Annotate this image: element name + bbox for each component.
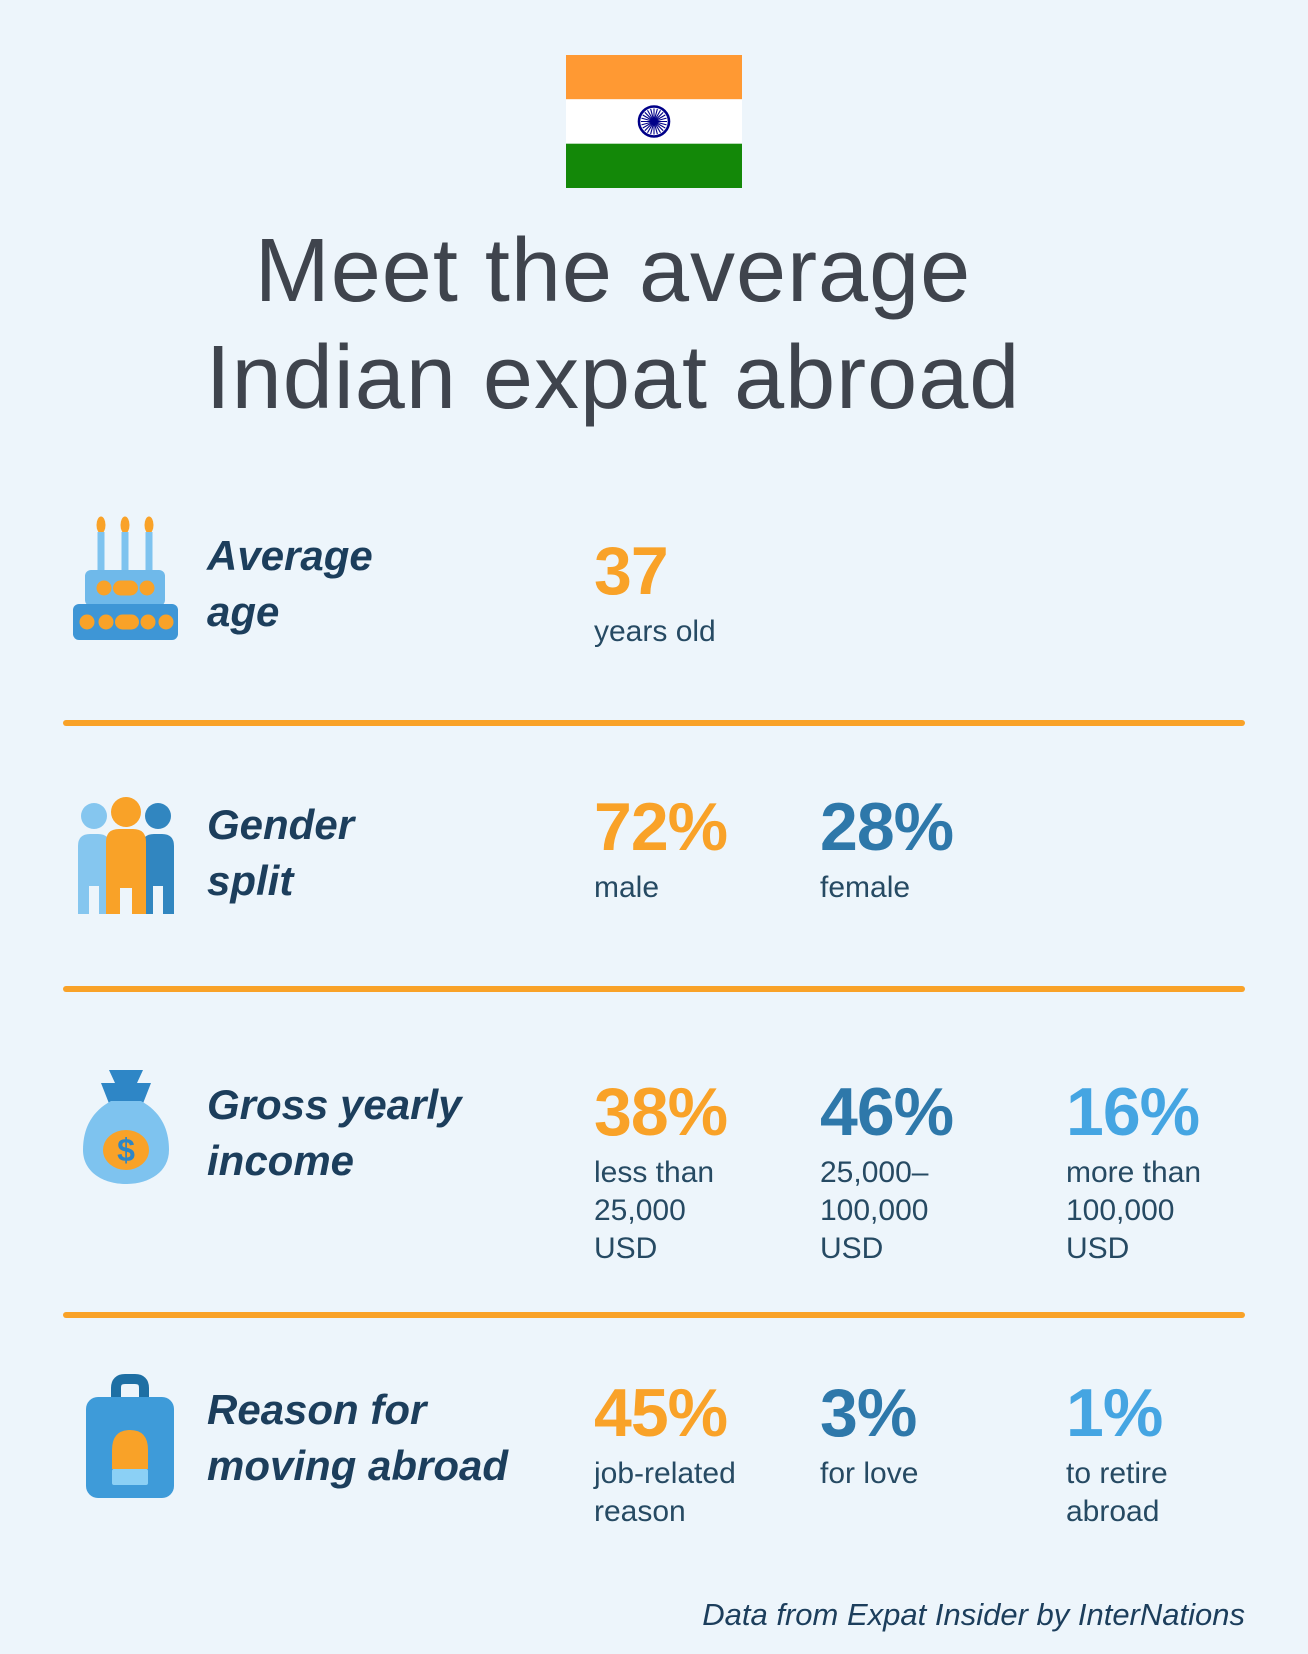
money-bag-icon: $ <box>76 1070 176 1193</box>
stat-caption-female: female <box>820 871 911 904</box>
stat-value-income-high: 16% <box>1066 1074 1200 1150</box>
page-title-line2: Indian expat abroad <box>205 328 1021 428</box>
data-source-credit: Data from Expat Insider by InterNations <box>702 1597 1245 1632</box>
section-label-gender-split: Gender split <box>207 801 355 904</box>
stat-income-mid: 46% 25,000– 100,000 USD <box>820 1078 1036 1268</box>
gender-people-icon <box>70 796 182 919</box>
section-label-gross-yearly-income: Gross yearly income <box>207 1081 462 1184</box>
stat-caption-income-high: more than 100,000 USD <box>1066 1156 1202 1265</box>
stat-caption-reason-job: job-related reason <box>594 1457 736 1528</box>
stat-caption-income-mid: 25,000– 100,000 USD <box>820 1156 929 1265</box>
svg-text:$: $ <box>117 1132 135 1168</box>
stat-reason-love: 3% for love <box>820 1379 1036 1493</box>
page-title-line1: Meet the average <box>254 221 972 321</box>
stat-value-male: 72% <box>594 789 728 865</box>
stat-reason-retire: 1% to retire abroad <box>1066 1379 1282 1531</box>
divider-line-1 <box>63 720 1245 726</box>
stat-male: 72% male <box>594 793 810 907</box>
stat-value-reason-retire: 1% <box>1066 1375 1163 1451</box>
stat-female: 28% female <box>820 793 1036 907</box>
stat-value-income-low: 38% <box>594 1074 728 1150</box>
divider-line-3 <box>63 1312 1245 1318</box>
stat-average-age: 37 years old <box>594 537 810 651</box>
stat-value-reason-love: 3% <box>820 1375 917 1451</box>
ashoka-chakra-icon <box>637 105 671 138</box>
stat-caption-income-low: less than 25,000 USD <box>594 1156 715 1265</box>
india-flag-icon <box>566 55 742 188</box>
section-label-average-age: Average age <box>207 532 373 635</box>
birthday-cake-icon <box>68 516 183 645</box>
stat-caption-age: years old <box>594 615 716 648</box>
stat-caption-reason-love: for love <box>820 1457 919 1490</box>
stat-reason-job: 45% job-related reason <box>594 1379 810 1531</box>
stat-value-female: 28% <box>820 789 954 865</box>
stat-income-low: 38% less than 25,000 USD <box>594 1078 810 1268</box>
stat-income-high: 16% more than 100,000 USD <box>1066 1078 1282 1268</box>
stat-value-income-mid: 46% <box>820 1074 954 1150</box>
stat-caption-male: male <box>594 871 660 904</box>
page-title: Meet the average Indian expat abroad <box>0 218 1226 432</box>
divider-line-2 <box>63 986 1245 992</box>
stat-value-reason-job: 45% <box>594 1375 728 1451</box>
suitcase-icon <box>86 1372 174 1503</box>
stat-caption-reason-retire: to retire abroad <box>1066 1457 1168 1528</box>
section-label-reason-for-moving: Reason for moving abroad <box>207 1386 509 1489</box>
stat-value-age: 37 <box>594 533 669 609</box>
